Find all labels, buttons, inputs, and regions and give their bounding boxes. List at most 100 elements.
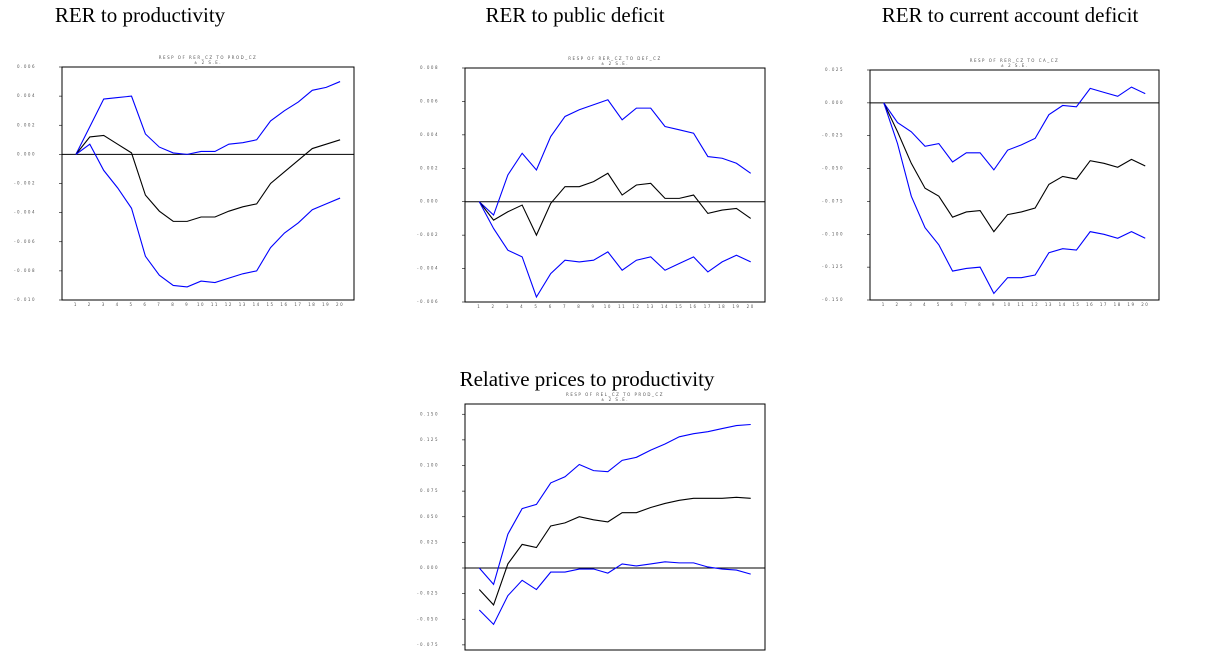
x-tick-label: 13 (239, 302, 247, 307)
y-tick-label: 0.000 (420, 199, 439, 204)
x-tick-label: 20 (336, 302, 344, 307)
panel-title: RER to public deficit (485, 3, 664, 27)
x-tick-label: 12 (632, 304, 640, 309)
x-tick-label: 14 (1059, 302, 1067, 307)
panel-title: Relative prices to productivity (460, 367, 715, 391)
plot-title: RESP OF RER_CZ TO DEF_CZ (568, 56, 661, 61)
plot-title: RESP OF RER_CZ TO CA_CZ (970, 58, 1060, 63)
y-tick-label: 0.125 (420, 437, 439, 442)
response-line (75, 143, 341, 288)
x-tick-label: 15 (675, 304, 683, 309)
plot-frame (464, 403, 766, 651)
x-tick-label: 2 (88, 302, 92, 307)
y-tick-label: 0.004 (420, 132, 439, 137)
x-tick-label: 19 (1127, 302, 1135, 307)
y-tick-label: 0.002 (420, 165, 439, 170)
x-tick-label: 11 (211, 302, 219, 307)
response-line (883, 86, 1146, 171)
x-tick-label: 6 (549, 304, 553, 309)
plot-frame (464, 67, 766, 303)
y-tick-label: 0.006 (420, 98, 439, 103)
y-tick-label: 0.008 (420, 65, 439, 70)
x-tick-label: 16 (1086, 302, 1094, 307)
y-tick-label: 0.100 (420, 463, 439, 468)
x-tick-label: 4 (520, 304, 524, 309)
y-tick-label: -0.006 (14, 239, 36, 244)
x-tick-label: 3 (909, 302, 913, 307)
x-tick-label: 16 (690, 304, 698, 309)
x-tick-label: 14 (661, 304, 669, 309)
y-tick-label: -0.002 (417, 232, 439, 237)
x-tick-label: 17 (704, 304, 712, 309)
x-tick-label: 18 (1114, 302, 1122, 307)
x-tick-label: 15 (1072, 302, 1080, 307)
y-tick-label: -0.006 (417, 299, 439, 304)
y-tick-label: -0.008 (14, 268, 36, 273)
y-tick-label: -0.050 (417, 616, 439, 621)
x-tick-label: 18 (308, 302, 316, 307)
x-tick-label: 20 (1141, 302, 1149, 307)
x-tick-label: 8 (171, 302, 175, 307)
response-line (478, 423, 751, 586)
x-tick-label: 6 (143, 302, 147, 307)
panel: RER to public deficit RESP OF RER_CZ TO D… (417, 3, 766, 309)
x-tick-label: 10 (197, 302, 205, 307)
x-tick-label: 12 (225, 302, 233, 307)
x-tick-label: 9 (592, 304, 596, 309)
band-note: ± 2 S.E. (194, 60, 222, 65)
y-tick-label: -0.025 (822, 133, 844, 138)
y-tick-label: -0.050 (822, 166, 844, 171)
x-tick-label: 3 (506, 304, 510, 309)
x-tick-label: 5 (534, 304, 538, 309)
x-tick-label: 9 (185, 302, 189, 307)
x-tick-label: 9 (992, 302, 996, 307)
response-line (883, 102, 1146, 233)
x-tick-label: 16 (280, 302, 288, 307)
x-tick-label: 5 (937, 302, 941, 307)
x-tick-label: 18 (718, 304, 726, 309)
y-tick-label: 0.025 (420, 539, 439, 544)
x-tick-label: 11 (1017, 302, 1025, 307)
x-tick-label: 19 (322, 302, 330, 307)
x-tick-label: 4 (116, 302, 120, 307)
x-tick-label: 1 (882, 302, 886, 307)
y-tick-label: -0.075 (417, 642, 439, 647)
y-tick-label: -0.025 (417, 591, 439, 596)
response-line (883, 102, 1146, 295)
y-tick-label: 0.000 (17, 151, 36, 156)
x-tick-label: 20 (747, 304, 755, 309)
response-line (75, 81, 341, 155)
y-tick-label: -0.100 (822, 231, 844, 236)
x-tick-label: 1 (74, 302, 78, 307)
response-line (478, 496, 751, 606)
x-tick-label: 14 (253, 302, 261, 307)
x-tick-label: 6 (951, 302, 955, 307)
x-tick-label: 7 (157, 302, 161, 307)
x-tick-label: 8 (978, 302, 982, 307)
y-tick-label: -0.075 (822, 198, 844, 203)
x-tick-label: 11 (618, 304, 626, 309)
x-tick-label: 10 (604, 304, 612, 309)
response-line (478, 201, 751, 299)
response-line (478, 99, 752, 217)
y-tick-label: 0.000 (420, 565, 439, 570)
plot-title: RESP OF RER_CZ TO PROD_CZ (159, 55, 257, 60)
y-tick-label: 0.025 (825, 67, 844, 72)
y-tick-label: -0.150 (822, 297, 844, 302)
x-tick-label: 17 (294, 302, 302, 307)
y-tick-label: -0.004 (417, 266, 439, 271)
y-tick-label: -0.002 (14, 181, 36, 186)
panel: RER to productivity RESP OF RER_CZ TO PRO… (14, 3, 355, 307)
y-tick-label: 0.150 (420, 411, 439, 416)
x-tick-label: 5 (130, 302, 134, 307)
band-note: ± 2 S.E. (601, 61, 629, 66)
plot-frame (61, 66, 355, 301)
x-tick-label: 1 (477, 304, 481, 309)
x-tick-label: 12 (1031, 302, 1039, 307)
x-tick-label: 2 (492, 304, 496, 309)
x-tick-label: 10 (1004, 302, 1012, 307)
panel-title: RER to current account deficit (882, 3, 1139, 27)
response-line (478, 172, 752, 237)
band-note: ± 2 S.E. (601, 397, 629, 402)
